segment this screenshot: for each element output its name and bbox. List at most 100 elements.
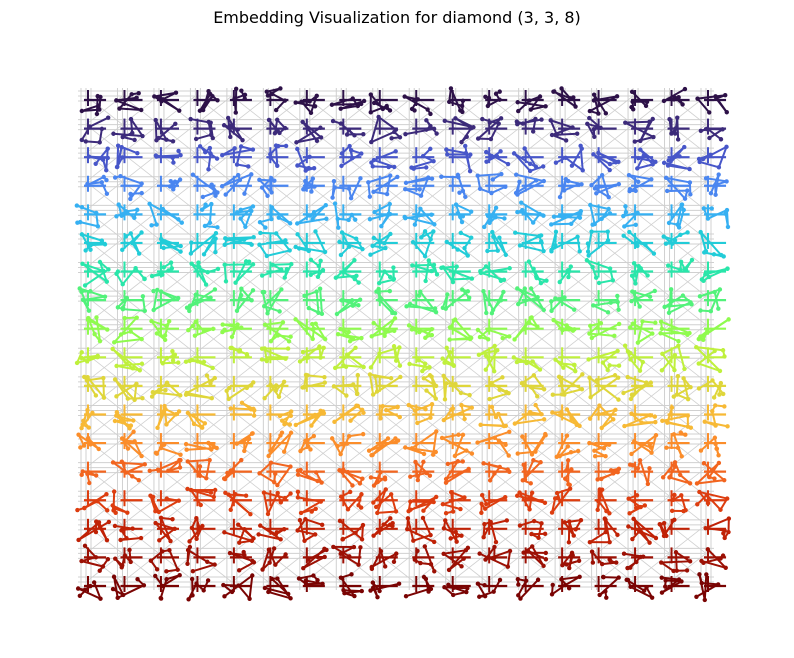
graph-node bbox=[256, 532, 261, 537]
graph-node bbox=[597, 487, 602, 492]
chain-edge bbox=[158, 527, 176, 542]
chain-edge bbox=[185, 443, 212, 451]
chain-edge bbox=[699, 160, 720, 169]
graph-node bbox=[94, 315, 99, 320]
graph-node bbox=[268, 155, 273, 160]
graph-node bbox=[718, 137, 724, 142]
graph-node bbox=[648, 413, 653, 418]
graph-node bbox=[75, 586, 81, 591]
graph-node bbox=[98, 596, 103, 601]
graph-node bbox=[421, 508, 426, 513]
graph-node bbox=[513, 172, 519, 177]
background-edge bbox=[413, 152, 451, 183]
graph-node bbox=[239, 400, 245, 406]
graph-node bbox=[192, 333, 198, 338]
graph-node bbox=[140, 294, 146, 299]
background-edge bbox=[559, 267, 597, 297]
background-edge bbox=[596, 410, 634, 440]
graph-node bbox=[210, 326, 216, 332]
graph-node bbox=[596, 111, 601, 116]
graph-node bbox=[703, 272, 708, 277]
graph-node bbox=[173, 412, 179, 417]
chain-edge bbox=[551, 498, 557, 513]
graph-node bbox=[461, 556, 466, 561]
graph-node bbox=[76, 432, 81, 437]
graph-node bbox=[496, 121, 501, 126]
graph-node bbox=[530, 359, 535, 364]
graph-node bbox=[361, 132, 366, 137]
graph-node bbox=[430, 452, 436, 457]
background-edge bbox=[341, 295, 379, 326]
chain-edge bbox=[315, 291, 320, 313]
graph-node bbox=[433, 310, 439, 315]
graph-node bbox=[153, 520, 158, 526]
chain-edge bbox=[560, 362, 575, 366]
graph-node bbox=[342, 590, 347, 596]
graph-node bbox=[166, 319, 172, 324]
graph-node bbox=[308, 257, 314, 263]
graph-node bbox=[653, 419, 658, 425]
graph-node bbox=[287, 422, 293, 427]
graph-node bbox=[416, 293, 422, 298]
background-edge bbox=[377, 410, 415, 440]
graph-node bbox=[319, 480, 324, 485]
graph-node bbox=[698, 448, 704, 453]
graph-node bbox=[724, 496, 730, 501]
graph-node bbox=[553, 296, 558, 301]
graph-node bbox=[79, 350, 84, 355]
graph-node bbox=[295, 163, 300, 168]
graph-node bbox=[136, 477, 141, 483]
graph-node bbox=[639, 420, 644, 425]
graph-node bbox=[418, 560, 423, 566]
graph-node bbox=[371, 320, 376, 326]
graph-node bbox=[160, 361, 165, 366]
chain-edge bbox=[276, 465, 292, 486]
graph-node bbox=[115, 164, 120, 169]
graph-node bbox=[309, 189, 314, 194]
graph-node bbox=[635, 210, 640, 216]
graph-node bbox=[178, 249, 183, 254]
graph-node bbox=[624, 577, 629, 583]
graph-node bbox=[185, 561, 190, 567]
graph-node bbox=[415, 97, 421, 102]
background-edge bbox=[122, 181, 160, 211]
graph-node bbox=[288, 430, 294, 435]
graph-node bbox=[240, 137, 245, 143]
chain-edge bbox=[554, 215, 580, 219]
chain-edge bbox=[521, 374, 535, 385]
graph-node bbox=[302, 538, 307, 543]
graph-node bbox=[293, 244, 298, 250]
graph-node bbox=[310, 321, 315, 327]
graph-node bbox=[722, 404, 727, 409]
background-edge bbox=[669, 352, 707, 383]
graph-node bbox=[459, 219, 465, 225]
graph-node bbox=[195, 359, 200, 364]
chain-edge bbox=[305, 579, 323, 585]
graph-node bbox=[136, 91, 141, 96]
graph-node bbox=[78, 445, 83, 450]
background-edge bbox=[632, 210, 670, 240]
chain-edge bbox=[113, 316, 138, 344]
graph-node bbox=[626, 496, 631, 501]
chain-edge bbox=[405, 127, 435, 136]
graph-node bbox=[371, 483, 377, 488]
graph-node bbox=[175, 295, 181, 301]
background-edge bbox=[304, 410, 342, 440]
graph-node bbox=[270, 91, 275, 97]
chain-edge bbox=[258, 533, 281, 541]
graph-node bbox=[588, 394, 593, 400]
graph-node bbox=[481, 534, 486, 540]
graph-node bbox=[375, 594, 380, 600]
graph-node bbox=[529, 385, 535, 391]
graph-node bbox=[80, 297, 86, 303]
graph-node bbox=[84, 359, 90, 364]
graph-node bbox=[566, 268, 572, 273]
background-edge bbox=[304, 524, 342, 554]
graph-node bbox=[663, 175, 669, 181]
graph-node bbox=[213, 231, 219, 236]
chain-edge bbox=[238, 561, 255, 572]
graph-node bbox=[323, 202, 328, 208]
chain-edge bbox=[598, 408, 616, 416]
graph-node bbox=[221, 123, 227, 128]
graph-node bbox=[406, 323, 412, 328]
